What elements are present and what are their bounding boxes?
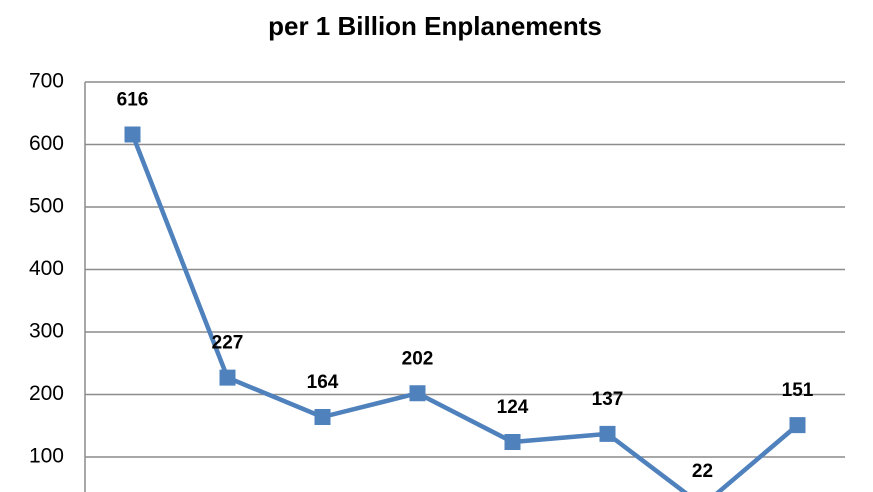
series-line xyxy=(130,133,799,492)
y-tick-label: 100 xyxy=(29,445,64,468)
y-tick-label: 400 xyxy=(29,257,64,280)
data-label: 616 xyxy=(117,90,149,111)
data-point xyxy=(599,425,616,442)
data-label: 164 xyxy=(307,372,339,393)
data-point xyxy=(314,409,331,425)
y-tick-label: 300 xyxy=(29,320,64,343)
data-point xyxy=(124,126,141,143)
data-label: 151 xyxy=(782,380,814,401)
data-label: 137 xyxy=(592,389,624,410)
data-label: 227 xyxy=(212,333,244,354)
data-label: 124 xyxy=(497,397,529,418)
y-tick-label: 500 xyxy=(29,195,64,218)
data-point xyxy=(409,385,426,402)
y-tick-label: 200 xyxy=(29,382,64,405)
y-tick-label: 700 xyxy=(29,70,64,93)
data-label: 202 xyxy=(402,348,434,369)
chart-title: per 1 Billion Enplanements xyxy=(268,11,602,41)
data-label: 22 xyxy=(692,461,713,482)
data-point xyxy=(789,417,806,434)
y-tick-label: 600 xyxy=(29,132,64,155)
data-point xyxy=(504,434,521,450)
data-point xyxy=(219,369,236,386)
